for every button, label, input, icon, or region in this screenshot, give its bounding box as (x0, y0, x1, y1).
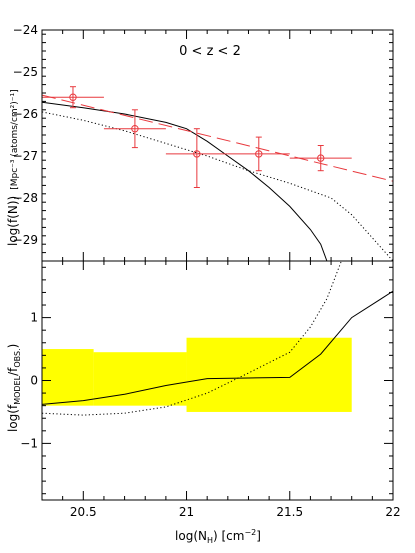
bottom-y-tick-label: 0 (30, 374, 38, 388)
data-marker (131, 125, 139, 133)
x-tick-label: 21.5 (276, 505, 303, 519)
data-marker (193, 150, 201, 158)
uncertainty-bands (42, 337, 352, 412)
data-point-4 (289, 145, 352, 172)
tick-labels: −24 −25 −26 −27 −28 −29 1 0 −1 20.5 21 21.5 22 (13, 23, 401, 519)
axis-ticks (41, 30, 394, 500)
data-point-2 (165, 128, 228, 188)
data-marker (255, 150, 263, 158)
top-y-tick-label: −27 (13, 149, 38, 163)
redshift-annotation: 0 < z < 2 (179, 44, 241, 59)
top-y-tick-label: −26 (13, 107, 38, 121)
top-panel-frame (41, 29, 394, 262)
data-marker (69, 93, 77, 101)
top-y-tick-label: −25 (13, 65, 38, 79)
data-marker (317, 154, 325, 162)
top-data-points (42, 86, 352, 188)
x-tick-label: 20.5 (70, 505, 97, 519)
data-point-0 (42, 86, 104, 109)
bottom-y-tick-label: 1 (30, 311, 38, 325)
solid-black-ratio-line (42, 290, 393, 405)
dashed-red-line (42, 94, 393, 182)
dotted-black-ratio-line (42, 261, 342, 416)
x-tick-label: 21 (179, 505, 194, 519)
top-model-lines (42, 94, 393, 261)
solid-black-line (42, 101, 328, 261)
top-y-tick-label: −28 (13, 191, 38, 205)
band-1 (93, 352, 187, 406)
bottom-y-tick-label: −1 (20, 436, 38, 450)
band-0 (42, 349, 94, 406)
top-y-axis-title: log(f(N))[Mpc⁻³ (atoms/cm²)⁻¹] (6, 89, 20, 246)
dotted-black-line (42, 111, 393, 261)
top-y-tick-label: −29 (13, 233, 38, 247)
band-2 (186, 337, 352, 412)
x-axis-title: log(NH) [cm−2] (175, 528, 261, 545)
data-point-3 (227, 136, 290, 172)
x-tick-label: 22 (385, 505, 400, 519)
bottom-model-lines (42, 261, 393, 416)
top-y-tick-label: −24 (13, 23, 38, 37)
bottom-y-axis-title: log(fMODEL/fOBS.) (6, 344, 22, 432)
data-point-1 (103, 109, 166, 149)
